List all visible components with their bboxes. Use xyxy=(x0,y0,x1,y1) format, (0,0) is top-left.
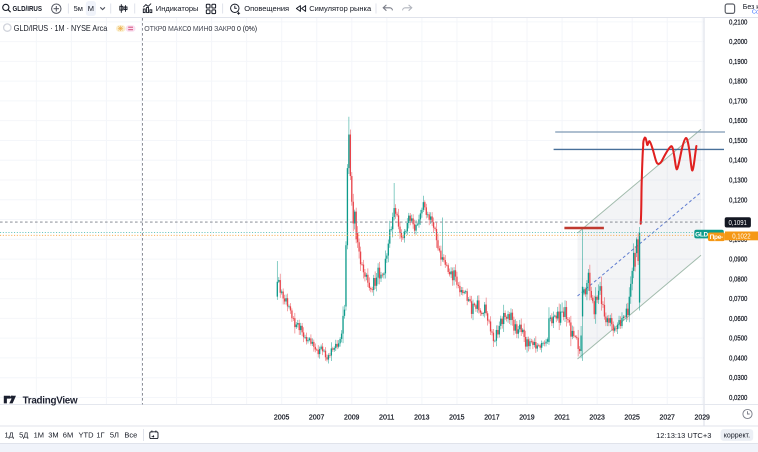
svg-text:YTD: YTD xyxy=(79,431,95,440)
svg-text:1Г: 1Г xyxy=(96,431,104,440)
svg-text:0,2000: 0,2000 xyxy=(729,37,747,46)
svg-text:0,0300: 0,0300 xyxy=(729,373,747,382)
svg-text:Без к: Без к xyxy=(743,4,758,11)
svg-text:0,1700: 0,1700 xyxy=(729,96,747,105)
svg-text:GLD: GLD xyxy=(695,232,708,239)
svg-text:2023: 2023 xyxy=(589,413,604,422)
svg-text:0,1022: 0,1022 xyxy=(732,231,750,240)
svg-text:0,1500: 0,1500 xyxy=(729,136,747,145)
svg-text:0,1091: 0,1091 xyxy=(729,218,747,227)
svg-text:M: M xyxy=(88,4,94,13)
svg-text:2009: 2009 xyxy=(344,413,359,422)
svg-text:0,1600: 0,1600 xyxy=(729,116,747,125)
svg-text:2011: 2011 xyxy=(379,413,394,422)
svg-text:Пре-: Пре- xyxy=(710,234,723,241)
svg-text:3М: 3М xyxy=(48,431,58,440)
svg-text:GLD/IRUS · 1M · NYSE Arca: GLD/IRUS · 1M · NYSE Arca xyxy=(14,24,108,33)
svg-text:GLD/IRUS: GLD/IRUS xyxy=(13,6,43,13)
svg-text:Все: Все xyxy=(124,431,137,440)
svg-text:0,1800: 0,1800 xyxy=(729,77,747,86)
svg-text:2027: 2027 xyxy=(660,413,675,422)
svg-text:0,0500: 0,0500 xyxy=(729,334,747,343)
svg-text:5м: 5м xyxy=(74,4,83,13)
svg-text:0,2100: 0,2100 xyxy=(729,17,747,26)
svg-text:0,1200: 0,1200 xyxy=(729,195,747,204)
svg-text:Со: Со xyxy=(752,9,758,15)
svg-text:0,0800: 0,0800 xyxy=(729,274,747,283)
svg-text:2021: 2021 xyxy=(554,413,569,422)
svg-text:2019: 2019 xyxy=(519,413,534,422)
svg-text:0,1900: 0,1900 xyxy=(729,57,747,66)
svg-text:Симулятор рынка: Симулятор рынка xyxy=(309,4,372,13)
svg-text:TradingView: TradingView xyxy=(23,396,78,407)
svg-text:1Д: 1Д xyxy=(5,431,14,440)
svg-text:0,0700: 0,0700 xyxy=(729,294,747,303)
svg-text:2005: 2005 xyxy=(274,413,289,422)
svg-text:Индикаторы: Индикаторы xyxy=(156,4,199,13)
svg-text:0,0600: 0,0600 xyxy=(729,314,747,323)
svg-text:5Л: 5Л xyxy=(110,431,119,440)
svg-text:12:13:13 UTC+3: 12:13:13 UTC+3 xyxy=(656,431,711,440)
svg-text:0,1300: 0,1300 xyxy=(729,175,747,184)
svg-text:0,0400: 0,0400 xyxy=(729,353,747,362)
svg-text:2013: 2013 xyxy=(414,413,429,422)
svg-text:коррект.: коррект. xyxy=(724,433,750,440)
svg-text:2015: 2015 xyxy=(449,413,464,422)
svg-text:2025: 2025 xyxy=(624,413,639,422)
svg-text:0,1400: 0,1400 xyxy=(729,156,747,165)
svg-text:0,0900: 0,0900 xyxy=(729,255,747,264)
svg-text:2007: 2007 xyxy=(309,413,324,422)
svg-text:2017: 2017 xyxy=(484,413,499,422)
svg-text:1М: 1М xyxy=(34,431,44,440)
svg-text:5Д: 5Д xyxy=(19,431,28,440)
svg-text:0,0200: 0,0200 xyxy=(729,393,747,402)
svg-text:2029: 2029 xyxy=(695,413,710,422)
svg-text:ОТКР0 МАКС0 МИН0 ЗАКР0 0 (0%): ОТКР0 МАКС0 МИН0 ЗАКР0 0 (0%) xyxy=(144,26,257,33)
svg-text:6М: 6М xyxy=(63,431,73,440)
svg-text:Оповещения: Оповещения xyxy=(244,4,289,13)
